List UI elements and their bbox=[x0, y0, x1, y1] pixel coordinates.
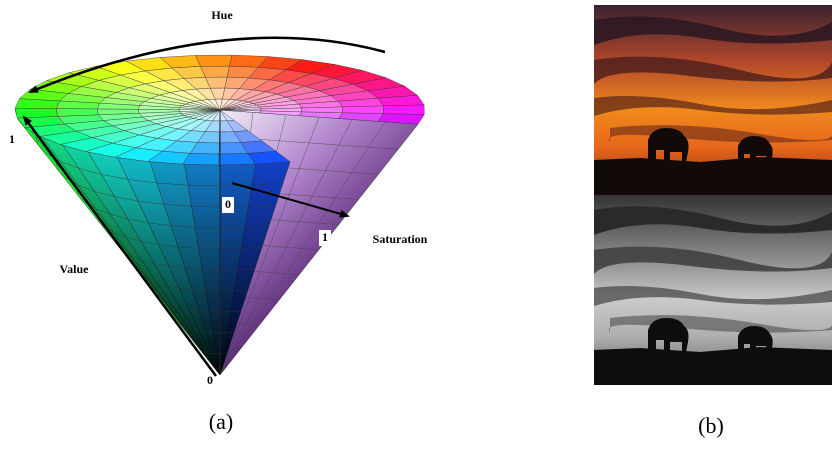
saturation-label: Saturation bbox=[373, 232, 428, 246]
hsv-cone bbox=[15, 55, 424, 375]
value-label: Value bbox=[60, 262, 90, 276]
saturation-min: 0 bbox=[225, 197, 231, 211]
figure: Hue 1 Value 0 0 1 Saturation (a) (b) bbox=[0, 0, 832, 444]
cone-top bbox=[15, 108, 58, 118]
grayscale-photo bbox=[594, 195, 832, 385]
cone-top bbox=[56, 109, 98, 117]
color-photo bbox=[594, 5, 832, 195]
cone-top bbox=[196, 55, 232, 66]
cone-top bbox=[343, 106, 384, 114]
value-min: 0 bbox=[207, 373, 213, 387]
hue-label: Hue bbox=[211, 8, 233, 22]
caption-b: (b) bbox=[698, 413, 724, 438]
value-max: 1 bbox=[9, 132, 15, 146]
caption-a: (a) bbox=[209, 409, 233, 434]
cone-top bbox=[201, 66, 230, 77]
saturation-max: 1 bbox=[322, 230, 328, 244]
cone-top bbox=[383, 105, 424, 115]
